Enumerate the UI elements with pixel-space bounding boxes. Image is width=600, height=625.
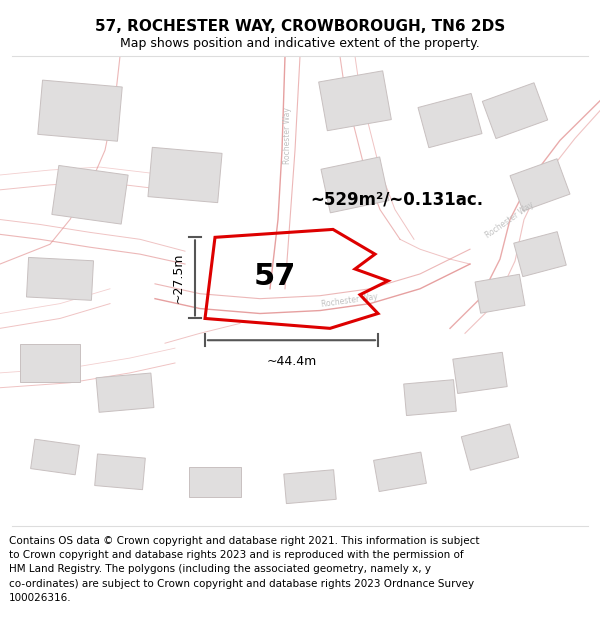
Text: 57, ROCHESTER WAY, CROWBOROUGH, TN6 2DS: 57, ROCHESTER WAY, CROWBOROUGH, TN6 2DS — [95, 19, 505, 34]
Polygon shape — [453, 352, 507, 394]
Polygon shape — [95, 454, 145, 489]
Polygon shape — [284, 470, 336, 504]
Text: ~44.4m: ~44.4m — [266, 355, 317, 368]
Text: Rochester Way: Rochester Way — [321, 292, 379, 309]
Text: ~27.5m: ~27.5m — [172, 253, 185, 303]
Polygon shape — [418, 94, 482, 148]
Polygon shape — [514, 232, 566, 277]
Polygon shape — [510, 159, 570, 211]
Polygon shape — [148, 148, 222, 202]
Text: Rochester Way: Rochester Way — [283, 107, 292, 164]
Text: Contains OS data © Crown copyright and database right 2021. This information is : Contains OS data © Crown copyright and d… — [9, 536, 479, 603]
Polygon shape — [374, 452, 427, 491]
Polygon shape — [319, 71, 391, 131]
Text: Rochester Way: Rochester Way — [484, 199, 536, 239]
Text: Map shows position and indicative extent of the property.: Map shows position and indicative extent… — [120, 38, 480, 50]
Polygon shape — [482, 82, 548, 139]
Polygon shape — [404, 380, 456, 416]
Polygon shape — [38, 80, 122, 141]
Polygon shape — [321, 157, 389, 213]
Polygon shape — [26, 258, 94, 301]
Polygon shape — [461, 424, 518, 470]
Polygon shape — [189, 467, 241, 497]
Polygon shape — [20, 344, 80, 382]
Polygon shape — [52, 166, 128, 224]
Polygon shape — [31, 439, 79, 475]
Polygon shape — [96, 373, 154, 413]
Text: 57: 57 — [254, 262, 296, 291]
Text: ~529m²/~0.131ac.: ~529m²/~0.131ac. — [310, 191, 483, 209]
Polygon shape — [475, 274, 525, 313]
